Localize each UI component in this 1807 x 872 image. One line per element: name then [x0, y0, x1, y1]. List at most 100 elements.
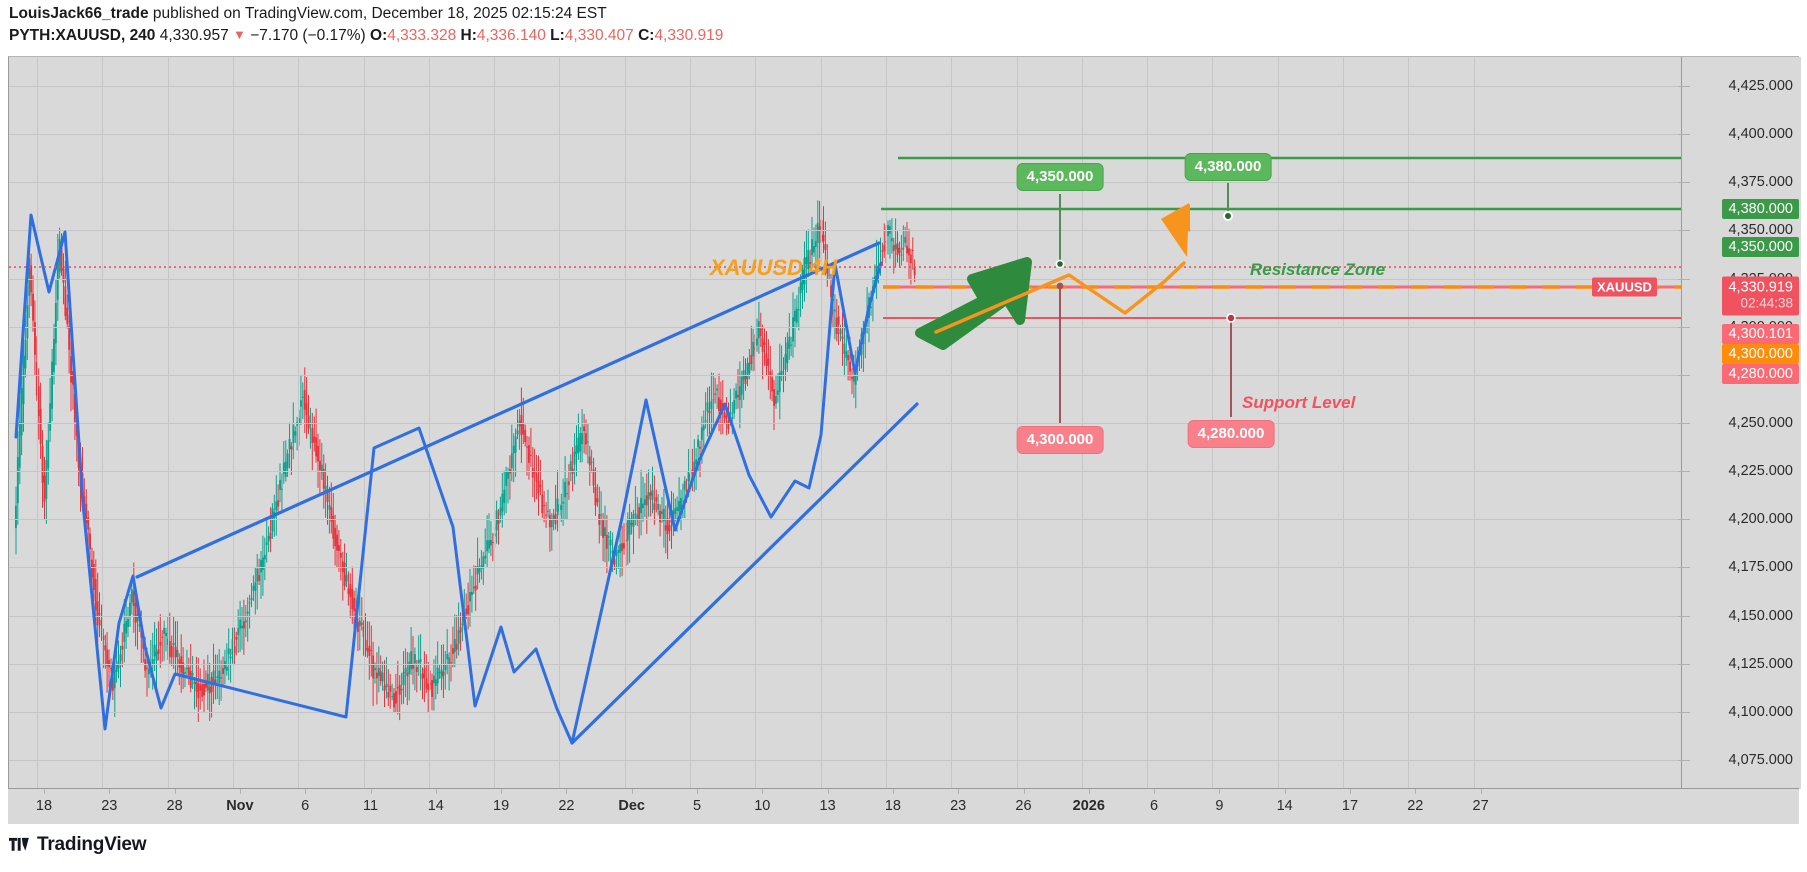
level-badge-4350[interactable]: 4,350.000 — [1016, 163, 1104, 191]
last-price: 4,330.957 — [159, 27, 229, 44]
time-tick-label: 6 — [301, 798, 310, 814]
time-tick-mark — [1219, 789, 1221, 794]
publisher-line: LouisJack66_trade published on TradingVi… — [9, 5, 607, 23]
price-tick-label: 4,125.000 — [1728, 655, 1793, 672]
level-badge-4380[interactable]: 4,380.000 — [1184, 153, 1272, 181]
chart-header: LouisJack66_trade published on TradingVi… — [0, 0, 1807, 56]
price-plot-area[interactable]: 4,350.000 4,380.000 4,300.000 4,280.000 Resi… — [9, 57, 1681, 789]
open-label: O: — [370, 27, 388, 44]
time-tick-label: 14 — [427, 798, 444, 814]
price-tick-label: 4,350.000 — [1728, 222, 1793, 239]
level-badge-4280[interactable]: 4,280.000 — [1187, 420, 1275, 448]
time-tick-label: 14 — [1276, 798, 1293, 814]
badge-anchor-4380 — [1223, 211, 1233, 221]
price-tick-mark — [1678, 374, 1690, 376]
high-label: H: — [460, 27, 477, 44]
price-axis-tag-4300101[interactable]: 4,300.101 — [1722, 324, 1799, 344]
price-tick-mark — [1678, 760, 1690, 762]
current-price-value: 4,330.919 — [1728, 279, 1793, 296]
chart-title-annotation: XAUUSD 4H — [710, 255, 838, 280]
time-tick-mark — [44, 789, 45, 794]
price-tick-label: 4,375.000 — [1728, 174, 1793, 191]
gridline-horizontal — [9, 374, 1681, 376]
price-tick-mark — [1678, 423, 1690, 424]
chart-canvas[interactable]: 4,350.000 4,380.000 4,300.000 4,280.000 Resi… — [8, 56, 1801, 789]
time-tick-mark — [631, 789, 633, 794]
time-tick-mark — [958, 789, 960, 794]
time-tick-mark — [762, 789, 764, 794]
time-tick-label: 22 — [1407, 798, 1424, 814]
gridline-horizontal — [9, 711, 1681, 713]
time-tick-label: 19 — [493, 798, 510, 814]
gridline-horizontal — [9, 567, 1681, 569]
price-axis-tag-4280000[interactable]: 4,280.000 — [1722, 364, 1799, 384]
time-tick-label: 28 — [166, 798, 183, 814]
trendline-upper — [135, 241, 881, 579]
time-tick-mark — [1480, 789, 1482, 794]
price-tick-label: 4,425.000 — [1728, 77, 1793, 94]
time-tick-mark — [566, 789, 568, 794]
price-tick-mark — [1678, 278, 1690, 280]
price-tick-label: 4,075.000 — [1728, 752, 1793, 769]
badge-anchor-4280 — [1226, 313, 1236, 323]
price-tick-label: 4,400.000 — [1728, 126, 1793, 143]
time-tick-label: 17 — [1341, 798, 1359, 814]
price-tick-mark — [1678, 567, 1690, 569]
zigzag-wave — [14, 213, 883, 745]
author-name: LouisJack66_trade — [9, 5, 149, 22]
price-tick-label: 4,150.000 — [1728, 607, 1793, 624]
close-label: C: — [638, 27, 655, 44]
gridline-horizontal — [9, 519, 1681, 521]
time-tick-label: 18 — [35, 798, 53, 814]
time-tick-mark — [370, 789, 372, 794]
badge-anchor-4350 — [1055, 259, 1065, 269]
time-tick-mark — [697, 789, 698, 794]
price-tick-mark — [1678, 615, 1690, 617]
time-tick-label: 26 — [1015, 798, 1032, 814]
tradingview-footer: TradingView — [9, 830, 147, 860]
bullish-arrow-icon — [915, 257, 1032, 350]
time-tick-label: 23 — [101, 798, 118, 814]
time-tick-label: 9 — [1215, 798, 1224, 814]
time-tick-label: Nov — [226, 798, 254, 814]
price-tick-mark — [1678, 519, 1690, 521]
price-tick-mark — [1678, 471, 1690, 473]
gridline-horizontal — [9, 663, 1681, 665]
symbol-label[interactable]: PYTH:XAUUSD, 240 — [9, 27, 156, 44]
time-tick-label: 13 — [819, 798, 836, 814]
tradingview-logo-icon — [9, 837, 29, 851]
time-tick-mark — [239, 789, 241, 794]
published-text: published on TradingView.com, December 1… — [152, 5, 607, 22]
price-axis-tag-4300000[interactable]: 4,300.000 — [1722, 344, 1799, 364]
high-value: 4,336.140 — [476, 27, 546, 44]
price-tick-mark — [1678, 85, 1690, 87]
time-tick-label: Dec — [618, 798, 645, 814]
gridline-horizontal — [9, 760, 1681, 762]
price-tick-mark — [1678, 711, 1690, 713]
time-tick-label: 10 — [754, 798, 771, 814]
time-tick-label: 27 — [1472, 798, 1489, 814]
gridline-horizontal — [9, 230, 1681, 232]
price-axis-tag-4350000[interactable]: 4,350.000 — [1722, 237, 1799, 257]
symbol-pill: XAUUSD — [1592, 277, 1657, 297]
time-tick-mark — [305, 789, 307, 794]
time-tick-label: 11 — [362, 798, 379, 814]
time-axis[interactable]: 18 23 28 Nov 6 11 14 19 22 Dec 5 10 13 18 23 26 2026 6 9 14… — [8, 788, 1799, 824]
gridline-horizontal — [9, 278, 1681, 280]
level-badge-4300[interactable]: 4,300.000 — [1016, 426, 1104, 454]
time-tick-mark — [1023, 789, 1025, 794]
price-tick-label: 4,100.000 — [1728, 703, 1793, 720]
current-price-tag[interactable]: 4,330.919 02:44:38 — [1722, 276, 1799, 316]
price-axis-tag-4380000[interactable]: 4,380.000 — [1722, 199, 1799, 219]
bar-countdown: 02:44:38 — [1740, 295, 1793, 311]
low-value: 4,330.407 — [564, 27, 634, 44]
time-tick-mark — [1415, 789, 1417, 794]
price-tick-mark — [1678, 182, 1690, 184]
time-tick-label: 6 — [1150, 798, 1159, 814]
gridline-horizontal — [9, 615, 1681, 617]
badge-anchor-4300 — [1056, 282, 1064, 290]
price-axis[interactable]: 4,425.0004,400.0004,375.0004,350.0004,32… — [1592, 57, 1801, 789]
tradingview-brand: TradingView — [37, 834, 147, 855]
open-value: 4,333.328 — [387, 27, 457, 44]
